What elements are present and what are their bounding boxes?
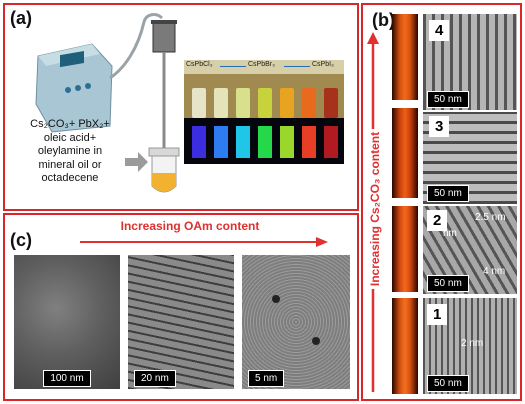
panel-c [3,213,359,401]
formula-line-1: Cs₂CO₃+ PbX₂+ [30,118,110,130]
vial-label-cspbi3: CsPbI₃ [312,61,334,68]
formula-line-5: octadecene [41,172,99,184]
panel-a-label: (a) [10,8,32,28]
tem-image-b4: 4 50 nm [423,14,517,110]
formula-line-4: mineral oil or [38,158,102,171]
scale-bar-c2: 20 nm [134,369,176,387]
panel-a [3,3,359,211]
panel-b [361,3,522,401]
vial-3-glow [392,206,418,292]
vial-2-glow [392,108,418,198]
formula-line-3: oleylamine in [37,145,103,157]
oam-arrow [80,237,328,247]
syringe-icon [151,20,177,158]
scale-bar-b4: 50 nm [427,90,469,108]
reaction-formula: Cs₂CO₃+ PbX₂+ oleic acid+ oleylamine in … [14,118,126,186]
tem-image-c1: 100 nm [14,255,120,389]
vial-label-cspbbr3: CsPbBr₃ [248,61,275,68]
vial-arrow-right [284,66,310,67]
tem-image-b2: 2 2.5 nm 4 nm nm 50 nm [423,206,517,294]
scale-bar-b1: 50 nm [427,374,469,392]
annotation-b1-a: 2 nm [461,338,484,349]
scale-bar-b2: 50 nm [427,274,469,292]
tem-image-c2: 20 nm [128,255,234,389]
vial-1-glow [392,14,418,100]
panel-b-label: (b) [372,10,395,30]
tem-index-b2: 2 [427,210,448,231]
reaction-vial-icon [148,147,180,193]
tem-image-b1: 1 2 nm 50 nm [423,298,517,394]
cs2co3-label: Increasing Cs₂CO₃ content [366,119,384,299]
scale-bar-b3: 50 nm [427,184,469,202]
annotation-b2-a: 2.5 nm [475,212,506,223]
formula-line-2: oleic acid+ [43,131,97,144]
oam-arrow-label: Increasing OAm content [120,219,260,233]
tem-image-c3: 5 nm [242,255,350,389]
scale-bar-c1: 100 nm [43,369,91,387]
tem-index-b4: 4 [429,20,450,41]
tem-index-b3: 3 [429,116,450,137]
tem-index-b1: 1 [427,304,448,325]
annotation-b2-b: 4 nm [483,266,506,277]
vial-photo-daylight: CsPbCl₃ CsPbBr₃ CsPbI₃ [184,60,344,124]
annotation-b2-c: nm [443,228,457,239]
syringe-pump-icon [35,43,113,133]
tem-image-b3: 3 50 nm [423,112,517,204]
panel-c-label: (c) [10,230,32,250]
cs2co3-label-text: Increasing Cs₂CO₃ content [368,128,382,290]
vial-arrow-left [220,66,246,67]
synthesis-apparatus [35,13,180,193]
vial-4-glow [392,298,418,394]
vial-photo-uv [184,118,344,164]
scale-bar-c3: 5 nm [248,369,285,387]
vial-label-cspbcl3: CsPbCl₃ [186,61,213,68]
